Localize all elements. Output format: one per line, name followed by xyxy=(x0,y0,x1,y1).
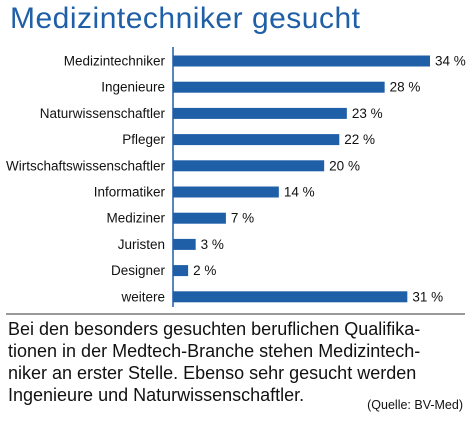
bar-chart: Medizintechniker 34 % Ingenieure 28 % Naturw… xyxy=(6,47,466,307)
bar xyxy=(173,212,226,224)
category-label: Naturwissenschaftler xyxy=(40,106,166,121)
bar xyxy=(173,107,347,119)
category-label: Mediziner xyxy=(106,211,165,226)
category-label: Juristen xyxy=(118,237,165,252)
value-label: 22 % xyxy=(344,132,375,147)
caption-line: niker an erster Stelle. Ebenso sehr gesu… xyxy=(8,363,417,383)
chart-title: Medizintechniker gesucht xyxy=(10,2,361,35)
caption-line: Ingenieure und Naturwissenschaftler. xyxy=(8,385,305,405)
value-label: 3 % xyxy=(201,237,224,252)
source-note: (Quelle: BV-Med) xyxy=(367,398,463,412)
value-label: 31 % xyxy=(412,289,443,304)
bar xyxy=(173,81,385,93)
bar xyxy=(173,265,189,277)
category-label: Informatiker xyxy=(94,185,166,200)
caption-line: tionen in der Medtech-Branche stehen Med… xyxy=(8,341,421,361)
category-label: Designer xyxy=(111,263,166,278)
value-label: 23 % xyxy=(352,106,383,121)
divider xyxy=(6,313,465,315)
bar xyxy=(173,238,196,250)
bar xyxy=(173,186,279,198)
bar xyxy=(173,160,325,172)
category-label: Pfleger xyxy=(122,132,165,147)
category-label: weitere xyxy=(120,289,165,304)
category-label: Ingenieure xyxy=(101,80,165,95)
value-label: 14 % xyxy=(284,185,315,200)
value-label: 28 % xyxy=(390,80,421,95)
value-label: 34 % xyxy=(435,54,466,69)
bar xyxy=(173,291,408,303)
bar xyxy=(173,134,340,146)
caption: Bei den besonders gesuchten beruflichen … xyxy=(8,318,464,406)
bar xyxy=(173,55,430,67)
value-label: 7 % xyxy=(231,211,254,226)
value-label: 2 % xyxy=(193,263,216,278)
caption-line: Bei den besonders gesuchten beruflichen … xyxy=(8,319,421,339)
category-label: Medizintechniker xyxy=(64,54,166,69)
category-label: Wirtschaftswissenschaftler xyxy=(6,158,166,173)
value-label: 20 % xyxy=(329,158,360,173)
